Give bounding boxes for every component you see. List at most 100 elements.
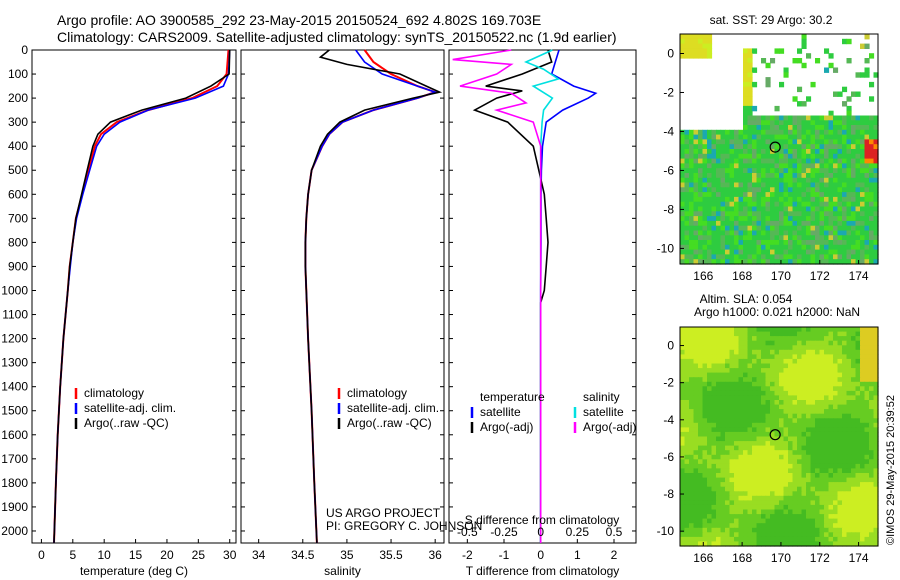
map-cell [846, 431, 852, 438]
map-cell [846, 182, 852, 188]
map-cell [770, 390, 776, 397]
map-cell [873, 459, 879, 465]
map-cell [788, 340, 794, 346]
map-cell [851, 418, 857, 424]
map-cell [788, 532, 794, 538]
map-cell [743, 153, 749, 160]
map-cell [725, 363, 731, 369]
map-cell [747, 77, 753, 83]
map-cell [837, 381, 843, 387]
map-cell [761, 345, 767, 351]
map-cell [765, 134, 771, 140]
map-cell [698, 182, 704, 188]
map-cell [698, 139, 704, 145]
map-cell [725, 149, 731, 155]
map-cell [770, 409, 776, 415]
map-cell [720, 377, 726, 383]
map-cell [792, 240, 798, 246]
map-cell [689, 158, 695, 164]
map-cell [837, 409, 843, 415]
map-cell [752, 125, 758, 131]
map-cell [734, 450, 740, 456]
map-cell [792, 468, 798, 474]
map-cell [797, 225, 803, 232]
map-cell [860, 331, 866, 337]
map-cell [842, 168, 848, 174]
map-cell [725, 345, 731, 351]
map-cell [810, 331, 816, 337]
map-cell [801, 244, 807, 251]
map-cell [693, 491, 699, 497]
map-cell [738, 532, 744, 538]
map-cell [725, 445, 731, 451]
map-cell [707, 201, 713, 208]
map-cell [711, 532, 717, 538]
map-cell [680, 523, 686, 529]
map-cell [747, 468, 753, 474]
map-cell [734, 491, 740, 497]
header-line2: Climatology: CARS2009. Satellite-adjuste… [57, 29, 617, 45]
map-cell [815, 349, 821, 355]
map-cell [707, 377, 713, 383]
map-cell [779, 477, 785, 483]
map-cell [819, 259, 825, 265]
map-cell [783, 482, 789, 488]
map-cell [833, 182, 839, 188]
map-cell [873, 149, 879, 155]
map-cell [743, 230, 749, 236]
map-cell [810, 400, 816, 406]
map-cell [698, 134, 704, 140]
map-cell [689, 409, 695, 415]
map-cell [837, 115, 843, 121]
map-cell [797, 500, 803, 506]
map-cell [833, 163, 839, 169]
map-cell [842, 431, 848, 438]
map-cell [783, 377, 789, 383]
map-cell [860, 482, 866, 488]
map-cell [855, 336, 861, 342]
map-cell [756, 368, 762, 374]
map-cell [702, 422, 708, 428]
map-cell [707, 168, 713, 174]
map-cell [837, 541, 843, 547]
map-cell [846, 358, 852, 365]
map-cell [842, 153, 848, 160]
map-cell [819, 254, 825, 260]
map-cell [779, 177, 785, 184]
map-cell [743, 225, 749, 232]
map-cell [837, 468, 843, 474]
map-cell [810, 463, 816, 470]
map-cell [846, 381, 852, 387]
map-cell [770, 418, 776, 424]
map-cell [779, 115, 785, 121]
map-cell [801, 354, 807, 360]
map-cell [774, 240, 780, 246]
map-cell [833, 354, 839, 360]
map-cell [873, 225, 879, 232]
map-cell [761, 177, 767, 184]
map-cell [846, 354, 852, 360]
map-cell [855, 196, 861, 203]
map-cell [729, 445, 735, 451]
map-cell [716, 196, 722, 203]
map-cell [707, 418, 713, 424]
map-cell [765, 235, 771, 241]
map-cell [837, 336, 843, 342]
map-cell [765, 459, 771, 465]
map-cell [810, 173, 816, 179]
map-cell [720, 454, 726, 460]
map-cell [779, 196, 785, 203]
map-cell [806, 120, 812, 126]
map-cell [680, 363, 686, 369]
map-cell [752, 163, 758, 169]
map-cell [815, 211, 821, 217]
map-cell [851, 468, 857, 474]
map-cell [842, 381, 848, 387]
map-cell [680, 532, 686, 538]
map-cell [806, 327, 812, 333]
map-cell [684, 495, 690, 501]
map-cell [779, 201, 785, 208]
map-cell [824, 418, 830, 424]
map-cell [725, 340, 731, 346]
map-cell [765, 173, 771, 179]
